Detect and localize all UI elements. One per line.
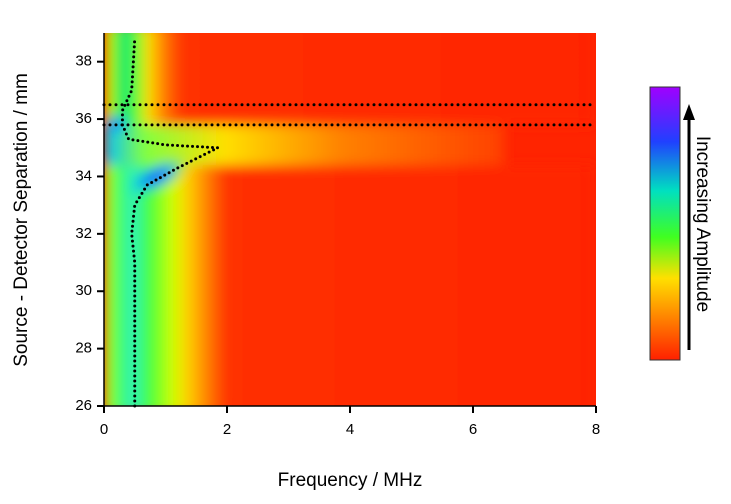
colorbar-label: Increasing Amplitude: [692, 136, 713, 312]
x-tick-label: 2: [223, 421, 231, 438]
colorbar-arrow-head: [683, 104, 695, 120]
y-tick-label: 28: [75, 340, 92, 357]
y-axis-label: Source - Detector Separation / mm: [11, 73, 32, 367]
heatmap: [104, 33, 596, 406]
y-tick-label: 26: [75, 397, 92, 414]
y-tick-label: 36: [75, 110, 92, 127]
colorbar: [649, 86, 681, 361]
y-tick-label: 32: [75, 225, 92, 242]
x-tick-label: 0: [100, 421, 108, 438]
x-tick-label: 4: [346, 421, 354, 438]
y-tick-label: 30: [75, 282, 92, 299]
x-axis-label: Frequency / MHz: [278, 470, 423, 491]
y-tick-label: 34: [75, 167, 92, 184]
x-tick-label: 8: [592, 421, 600, 438]
x-tick-label: 6: [469, 421, 477, 438]
y-tick-label: 38: [75, 53, 92, 70]
